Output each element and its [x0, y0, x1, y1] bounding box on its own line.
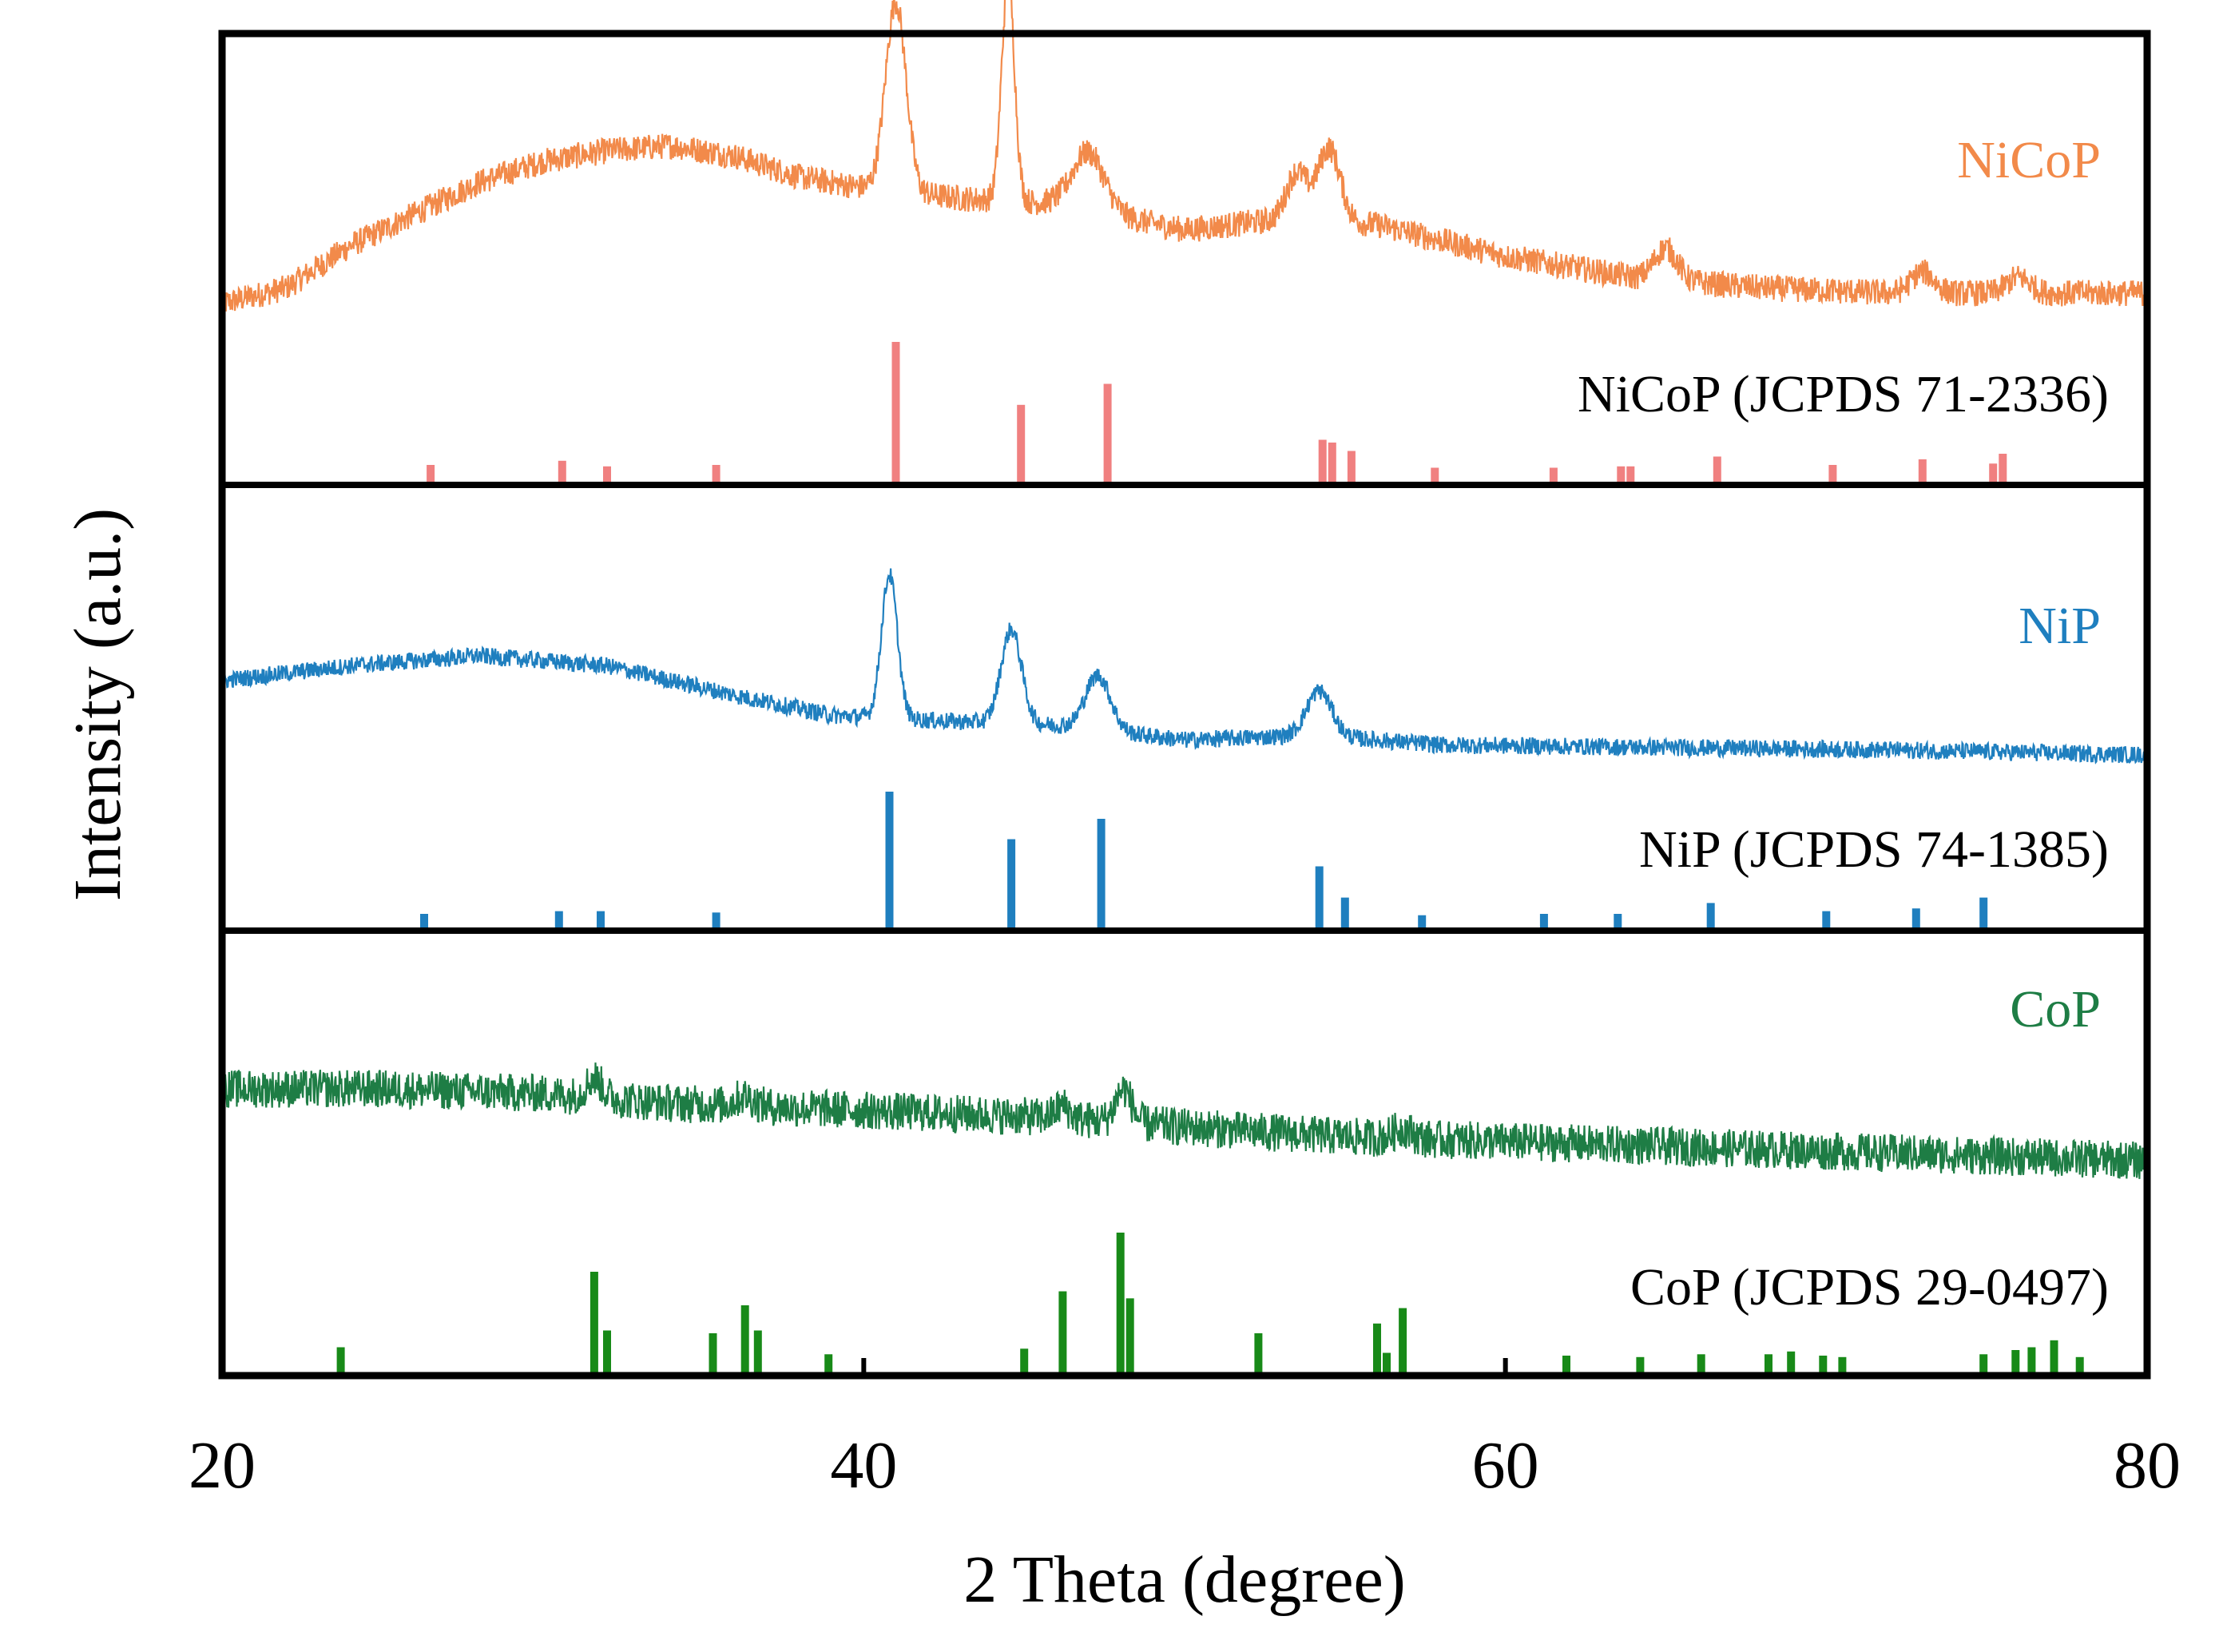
cop-reference-peak: [336, 1347, 345, 1372]
cop-reference-peak: [590, 1272, 598, 1372]
nip-reference-label: NiP (JCPDS 74-1385): [1639, 820, 2109, 879]
nip-reference-peak: [712, 912, 720, 927]
x-tick-label: 60: [1472, 1428, 1539, 1503]
nicop-reference-peak: [427, 465, 435, 482]
nip-reference-peak: [1539, 914, 1548, 927]
nicop-reference-sticks: [427, 342, 2007, 482]
nip-reference-peak: [1822, 911, 1831, 927]
cop-reference-peak: [1373, 1323, 1381, 1372]
cop-reference-peak: [1697, 1354, 1705, 1373]
plot-frame: [218, 30, 2151, 1380]
cop-reference-peak: [2075, 1356, 2084, 1373]
nip-reference-peak: [1911, 908, 1920, 927]
nicop-reference-peak: [1918, 459, 1927, 482]
nicop-panel: NiCoP NiCoP (JCPDS 71-2336): [220, 0, 2149, 482]
x-tick-label: 20: [189, 1428, 256, 1503]
cop-reference-label: CoP (JCPDS 29-0497): [1630, 1258, 2109, 1316]
nip-reference-sticks: [420, 792, 1988, 927]
cop-pattern-line: [220, 1062, 2149, 1179]
nicop-reference-peak: [1347, 451, 1356, 482]
cop-reference-peak: [753, 1330, 762, 1372]
nip-sample-label: NiP: [2019, 597, 2101, 655]
cop-reference-peak: [1979, 1354, 1988, 1373]
nip-reference-peak: [420, 914, 428, 927]
nip-reference-peak: [1614, 914, 1622, 927]
x-tick-label: 40: [830, 1428, 897, 1503]
cop-reference-peak: [1399, 1308, 1407, 1372]
cop-reference-peak: [1058, 1291, 1067, 1372]
cop-reference-peak: [1562, 1356, 1570, 1372]
nicop-reference-peak: [1989, 463, 1998, 482]
nip-reference-peak: [885, 792, 894, 927]
cop-panel: CoP CoP (JCPDS 29-0497): [220, 980, 2149, 1373]
nip-reference-peak: [1315, 866, 1324, 927]
nicop-reference-peak: [1328, 443, 1336, 482]
x-axis-title: 2 Theta (degree): [963, 1543, 1405, 1617]
nicop-reference-peak: [1626, 466, 1635, 482]
nicop-reference-peak: [1713, 456, 1721, 482]
y-axis-title: Intensity (a.u.): [61, 508, 135, 901]
x-axis: 20 40 60 80: [189, 1358, 2181, 1503]
nicop-pattern-line: [220, 0, 2149, 312]
nicop-reference-peak: [1999, 454, 2007, 482]
cop-reference-peak: [1383, 1352, 1391, 1372]
nip-reference-peak: [1979, 897, 1988, 927]
nicop-reference-peak: [1431, 467, 1439, 482]
nip-reference-peak: [597, 911, 605, 927]
cop-reference-peak: [603, 1330, 611, 1372]
nip-panel: NiP NiP (JCPDS 74-1385): [221, 568, 2149, 927]
nicop-reference-peak: [1017, 404, 1026, 482]
cop-reference-peak: [1765, 1354, 1772, 1373]
cop-reference-peak: [1819, 1356, 1828, 1372]
nip-reference-peak: [1418, 915, 1427, 927]
plot-border: [218, 30, 2151, 1380]
cop-reference-peak: [1020, 1348, 1029, 1373]
cop-reference-peak: [1125, 1298, 1134, 1373]
nicop-reference-label: NiCoP (JCPDS 71-2336): [1578, 365, 2109, 423]
nicop-sample-label: NiCoP: [1957, 131, 2101, 189]
cop-reference-peak: [2027, 1347, 2036, 1372]
cop-reference-peak: [1254, 1333, 1263, 1372]
nicop-reference-peak: [891, 342, 900, 482]
cop-sample-label: CoP: [2010, 980, 2101, 1038]
cop-reference-peak: [2050, 1340, 2058, 1373]
nicop-reference-peak: [558, 460, 566, 482]
cop-reference-peak: [1787, 1351, 1796, 1373]
nicop-reference-peak: [1103, 383, 1112, 482]
nip-reference-peak: [1097, 819, 1106, 927]
cop-reference-peak: [1116, 1233, 1125, 1372]
nip-reference-peak: [1340, 897, 1349, 927]
nip-reference-peak: [1007, 839, 1016, 927]
nip-reference-peak: [554, 911, 563, 927]
nicop-reference-peak: [1617, 466, 1626, 482]
cop-reference-peak: [740, 1305, 749, 1372]
nicop-reference-peak: [712, 465, 720, 482]
nip-pattern-line: [221, 568, 2149, 764]
cop-reference-peak: [709, 1333, 717, 1372]
nip-reference-peak: [1706, 903, 1715, 927]
cop-reference-peak: [1838, 1356, 1847, 1373]
nicop-reference-peak: [1318, 439, 1327, 482]
cop-reference-sticks: [336, 1233, 2084, 1373]
panels-layer: NiCoP NiCoP (JCPDS 71-2336) NiP NiP (JCPDS …: [220, 0, 2149, 1373]
x-tick-label: 80: [2114, 1428, 2181, 1503]
nicop-reference-peak: [1828, 465, 1837, 482]
nicop-reference-peak: [603, 466, 611, 482]
cop-reference-peak: [1636, 1356, 1645, 1373]
nicop-reference-peak: [1549, 467, 1558, 482]
cop-reference-peak: [2011, 1350, 2020, 1372]
cop-reference-peak: [824, 1354, 833, 1373]
